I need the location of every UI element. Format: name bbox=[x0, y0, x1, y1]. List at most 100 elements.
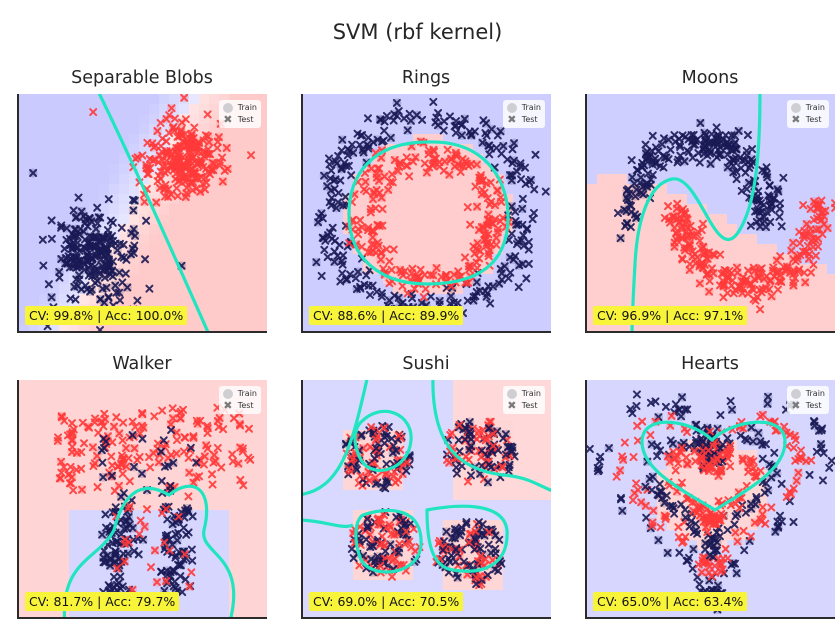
background-cell bbox=[607, 164, 617, 174]
background-cell bbox=[353, 254, 363, 264]
test-point bbox=[99, 553, 108, 562]
background-cell bbox=[393, 254, 403, 264]
plot-area: Train ✖ Test CV: 81.7% | Acc: 79.7% bbox=[17, 380, 267, 619]
background-cell bbox=[129, 400, 139, 410]
test-point bbox=[478, 138, 487, 147]
background-cell bbox=[657, 174, 667, 184]
background-cell bbox=[169, 610, 179, 617]
background-cell bbox=[707, 124, 717, 134]
test-point bbox=[167, 190, 176, 199]
background-cell bbox=[617, 244, 627, 254]
background-cell bbox=[323, 420, 333, 430]
background-cell bbox=[19, 450, 29, 460]
background-cell bbox=[473, 154, 483, 164]
background-cell bbox=[313, 410, 323, 420]
test-point bbox=[750, 274, 759, 283]
background-cell bbox=[797, 294, 807, 304]
background-cell bbox=[99, 154, 109, 164]
background-cell bbox=[647, 324, 657, 331]
background-cell bbox=[737, 174, 747, 184]
background-cell bbox=[607, 224, 617, 234]
background-cell bbox=[533, 164, 543, 174]
background-cell bbox=[79, 470, 89, 480]
background-cell bbox=[807, 264, 817, 274]
background-cell bbox=[607, 204, 617, 214]
background-cell bbox=[189, 390, 199, 400]
background-cell bbox=[313, 194, 323, 204]
test-point bbox=[613, 209, 622, 218]
background-cell bbox=[89, 490, 99, 500]
background-cell bbox=[453, 184, 463, 194]
background-cell bbox=[313, 174, 323, 184]
background-cell bbox=[473, 400, 483, 410]
background-cell bbox=[717, 244, 727, 254]
background-cell bbox=[303, 420, 313, 430]
background-cell bbox=[657, 94, 667, 104]
background-cell bbox=[353, 234, 363, 244]
background-cell bbox=[787, 224, 797, 234]
background-cell bbox=[373, 124, 383, 134]
background-cell bbox=[463, 164, 473, 174]
background-cell bbox=[423, 284, 433, 294]
background-cell bbox=[19, 284, 29, 294]
background-cell bbox=[597, 174, 607, 184]
background-cell bbox=[727, 284, 737, 294]
background-cell bbox=[19, 184, 29, 194]
legend-test-label: Test bbox=[237, 401, 254, 410]
background-cell bbox=[363, 104, 373, 114]
background-cell bbox=[59, 114, 69, 124]
test-point bbox=[129, 248, 138, 257]
background-cell bbox=[39, 470, 49, 480]
background-cell bbox=[89, 144, 99, 154]
test-point bbox=[354, 225, 363, 234]
test-point bbox=[762, 208, 771, 217]
background-cell bbox=[697, 194, 707, 204]
background-cell bbox=[189, 194, 199, 204]
test-point bbox=[168, 414, 177, 423]
background-cell bbox=[443, 324, 453, 331]
test-point bbox=[482, 241, 491, 250]
background-cell bbox=[423, 274, 433, 284]
background-cell bbox=[303, 264, 313, 274]
test-point bbox=[328, 223, 337, 232]
background-cell bbox=[657, 184, 667, 194]
background-cell bbox=[343, 400, 353, 410]
background-cell bbox=[159, 104, 169, 114]
background-cell bbox=[827, 154, 835, 164]
background-cell bbox=[463, 94, 473, 104]
background-cell bbox=[333, 224, 343, 234]
test-point bbox=[199, 460, 208, 469]
background-cell bbox=[49, 580, 59, 590]
test-point bbox=[476, 247, 485, 256]
background-cell bbox=[393, 124, 403, 134]
test-point bbox=[752, 195, 761, 204]
background-cell bbox=[129, 174, 139, 184]
background-cell bbox=[637, 224, 647, 234]
background-cell bbox=[443, 400, 453, 410]
background-cell bbox=[373, 204, 383, 214]
background-cell bbox=[169, 420, 179, 430]
background-cell bbox=[59, 500, 69, 510]
background-cell bbox=[99, 204, 109, 214]
background-cell bbox=[597, 294, 607, 304]
background-cell bbox=[503, 164, 513, 174]
background-cell bbox=[19, 580, 29, 590]
background-cell bbox=[79, 194, 89, 204]
background-cell bbox=[179, 224, 189, 234]
subplot-title: Rings bbox=[401, 68, 451, 88]
test-point bbox=[373, 164, 382, 173]
background-cell bbox=[239, 144, 249, 154]
test-point bbox=[712, 123, 721, 132]
background-cell bbox=[353, 104, 363, 114]
background-cell bbox=[303, 294, 313, 304]
background-cell bbox=[787, 234, 797, 244]
background-cell bbox=[503, 194, 513, 204]
background-cell bbox=[597, 214, 607, 224]
background-cell bbox=[129, 324, 139, 331]
background-cell bbox=[727, 184, 737, 194]
test-point bbox=[117, 492, 126, 501]
background-cell bbox=[249, 540, 259, 550]
test-point bbox=[497, 269, 506, 278]
background-cell bbox=[627, 134, 637, 144]
test-point bbox=[175, 164, 184, 173]
